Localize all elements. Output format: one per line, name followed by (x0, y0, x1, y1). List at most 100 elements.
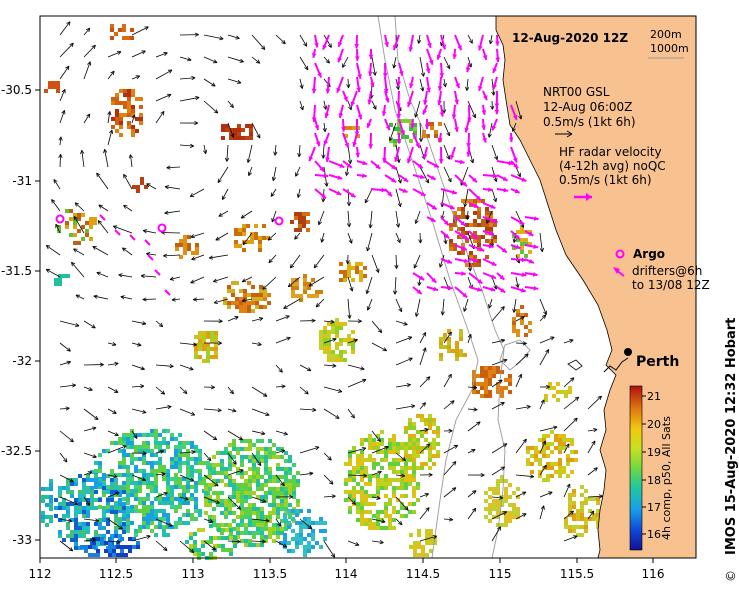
gsl-arrow (268, 254, 277, 264)
colorbar-tick-label: 19 (647, 446, 661, 459)
gsl-arrow (563, 483, 571, 498)
gsl-arrow (371, 430, 381, 442)
gsl-arrow (515, 438, 527, 454)
gsl-arrow (491, 188, 498, 203)
gsl-arrow (515, 474, 535, 479)
gsl-arrow (414, 298, 421, 317)
gsl-arrow (131, 474, 147, 482)
gsl-arrow (539, 505, 545, 520)
hf-radar-arrow (412, 188, 426, 197)
hf-radar-arrow (482, 48, 488, 61)
hf-radar-arrow (328, 188, 342, 196)
gsl-arrow (417, 34, 422, 44)
gsl-arrow (395, 298, 403, 313)
gsl-arrow (321, 144, 326, 159)
sst-patch (221, 124, 253, 140)
gsl-arrow (515, 353, 529, 366)
hf-radar-arrow (369, 76, 375, 88)
hf-radar-arrow (439, 104, 445, 117)
hf-radar-arrow (510, 216, 525, 226)
gsl-arrow (59, 110, 66, 124)
gsl-arrow (313, 254, 325, 269)
drifter-legend-line2: to 13/08 12Z (632, 278, 710, 292)
gsl-arrow (419, 376, 431, 388)
hf-radar-arrow (422, 104, 428, 115)
hf-radar-arrow (440, 216, 450, 226)
hf-radar-arrow (425, 62, 431, 74)
gsl-arrow (107, 491, 120, 498)
hf-radar-arrow (356, 104, 363, 120)
hf-radar-arrow (454, 34, 463, 51)
hf-radar-arrow (482, 216, 498, 224)
hf-radar-arrow (426, 174, 437, 181)
gsl-arrow (179, 408, 196, 416)
city-label-perth: Perth (636, 354, 679, 370)
gsl-arrow (393, 276, 398, 295)
gsl-arrow (467, 490, 477, 498)
gsl-arrow (347, 540, 360, 546)
gsl-arrow (203, 540, 216, 551)
isobath-1000m (377, 15, 479, 559)
gsl-arrow (395, 78, 400, 90)
hf-radar-arrow (426, 202, 438, 211)
gsl-arrow (83, 362, 104, 367)
hf-radar-arrow (426, 48, 434, 66)
gsl-arrow (563, 510, 574, 520)
gsl-arrow (297, 144, 302, 158)
gsl-arrow (113, 225, 133, 234)
gsl-arrow (419, 427, 429, 433)
gsl-arrow (59, 320, 80, 328)
gsl-arrow (443, 487, 457, 498)
gsl-arrow (120, 295, 133, 300)
gsl-arrow (146, 183, 157, 190)
gsl-arrow (467, 385, 478, 390)
gsl-arrow (227, 452, 237, 465)
gsl-arrow (395, 166, 402, 184)
gsl-arrow (164, 210, 181, 215)
x-tick-label: 112 (29, 567, 52, 581)
gsl-arrow (203, 430, 218, 441)
gsl-arrow (491, 495, 504, 500)
gsl-arrow (347, 364, 365, 371)
y-tick-label: -31 (12, 174, 32, 188)
gsl-arrow (275, 540, 287, 548)
gsl-arrow (287, 276, 301, 288)
hf-radar-arrow (454, 159, 465, 165)
gsl-arrow (395, 452, 406, 462)
gsl-arrow (467, 407, 478, 412)
hf-legend-line1: HF radar velocity (559, 145, 662, 159)
gsl-arrow (166, 165, 181, 170)
gsl-arrow (142, 297, 157, 302)
gsl-arrow (155, 364, 174, 369)
gsl-arrow (347, 276, 354, 292)
gsl-arrow (486, 210, 493, 224)
gsl-arrow (155, 518, 173, 527)
gsl-arrow (93, 294, 109, 300)
gsl-arrow (299, 34, 308, 47)
gsl-arrow (131, 451, 147, 456)
gsl-arrow (51, 199, 61, 212)
gsl-arrow (347, 473, 367, 478)
sst-patch (44, 81, 60, 93)
gsl-arrow (395, 320, 408, 326)
gsl-arrow (251, 317, 264, 322)
hf-radar-arrow (337, 34, 344, 48)
hf-radar-arrow (468, 188, 482, 201)
gsl-arrow (371, 518, 386, 524)
gsl-arrow (439, 254, 445, 268)
hf-radar-arrow (468, 174, 478, 183)
hf-radar-arrow (398, 188, 408, 194)
hf-radar-arrow (482, 132, 487, 143)
gsl-arrow (347, 338, 358, 344)
gsl-arrow (539, 384, 550, 390)
hf-radar-arrow (323, 132, 330, 146)
gsl-arrow (368, 210, 373, 229)
gsl-arrow (131, 320, 147, 326)
sst-patch (409, 529, 437, 557)
sst-patch (404, 414, 440, 470)
gsl-scale-arrow-icon (555, 130, 573, 138)
gsl-arrow (443, 122, 451, 137)
gsl-arrow (193, 297, 205, 302)
gsl-arrow (267, 232, 277, 241)
gsl-arrow (346, 78, 351, 89)
